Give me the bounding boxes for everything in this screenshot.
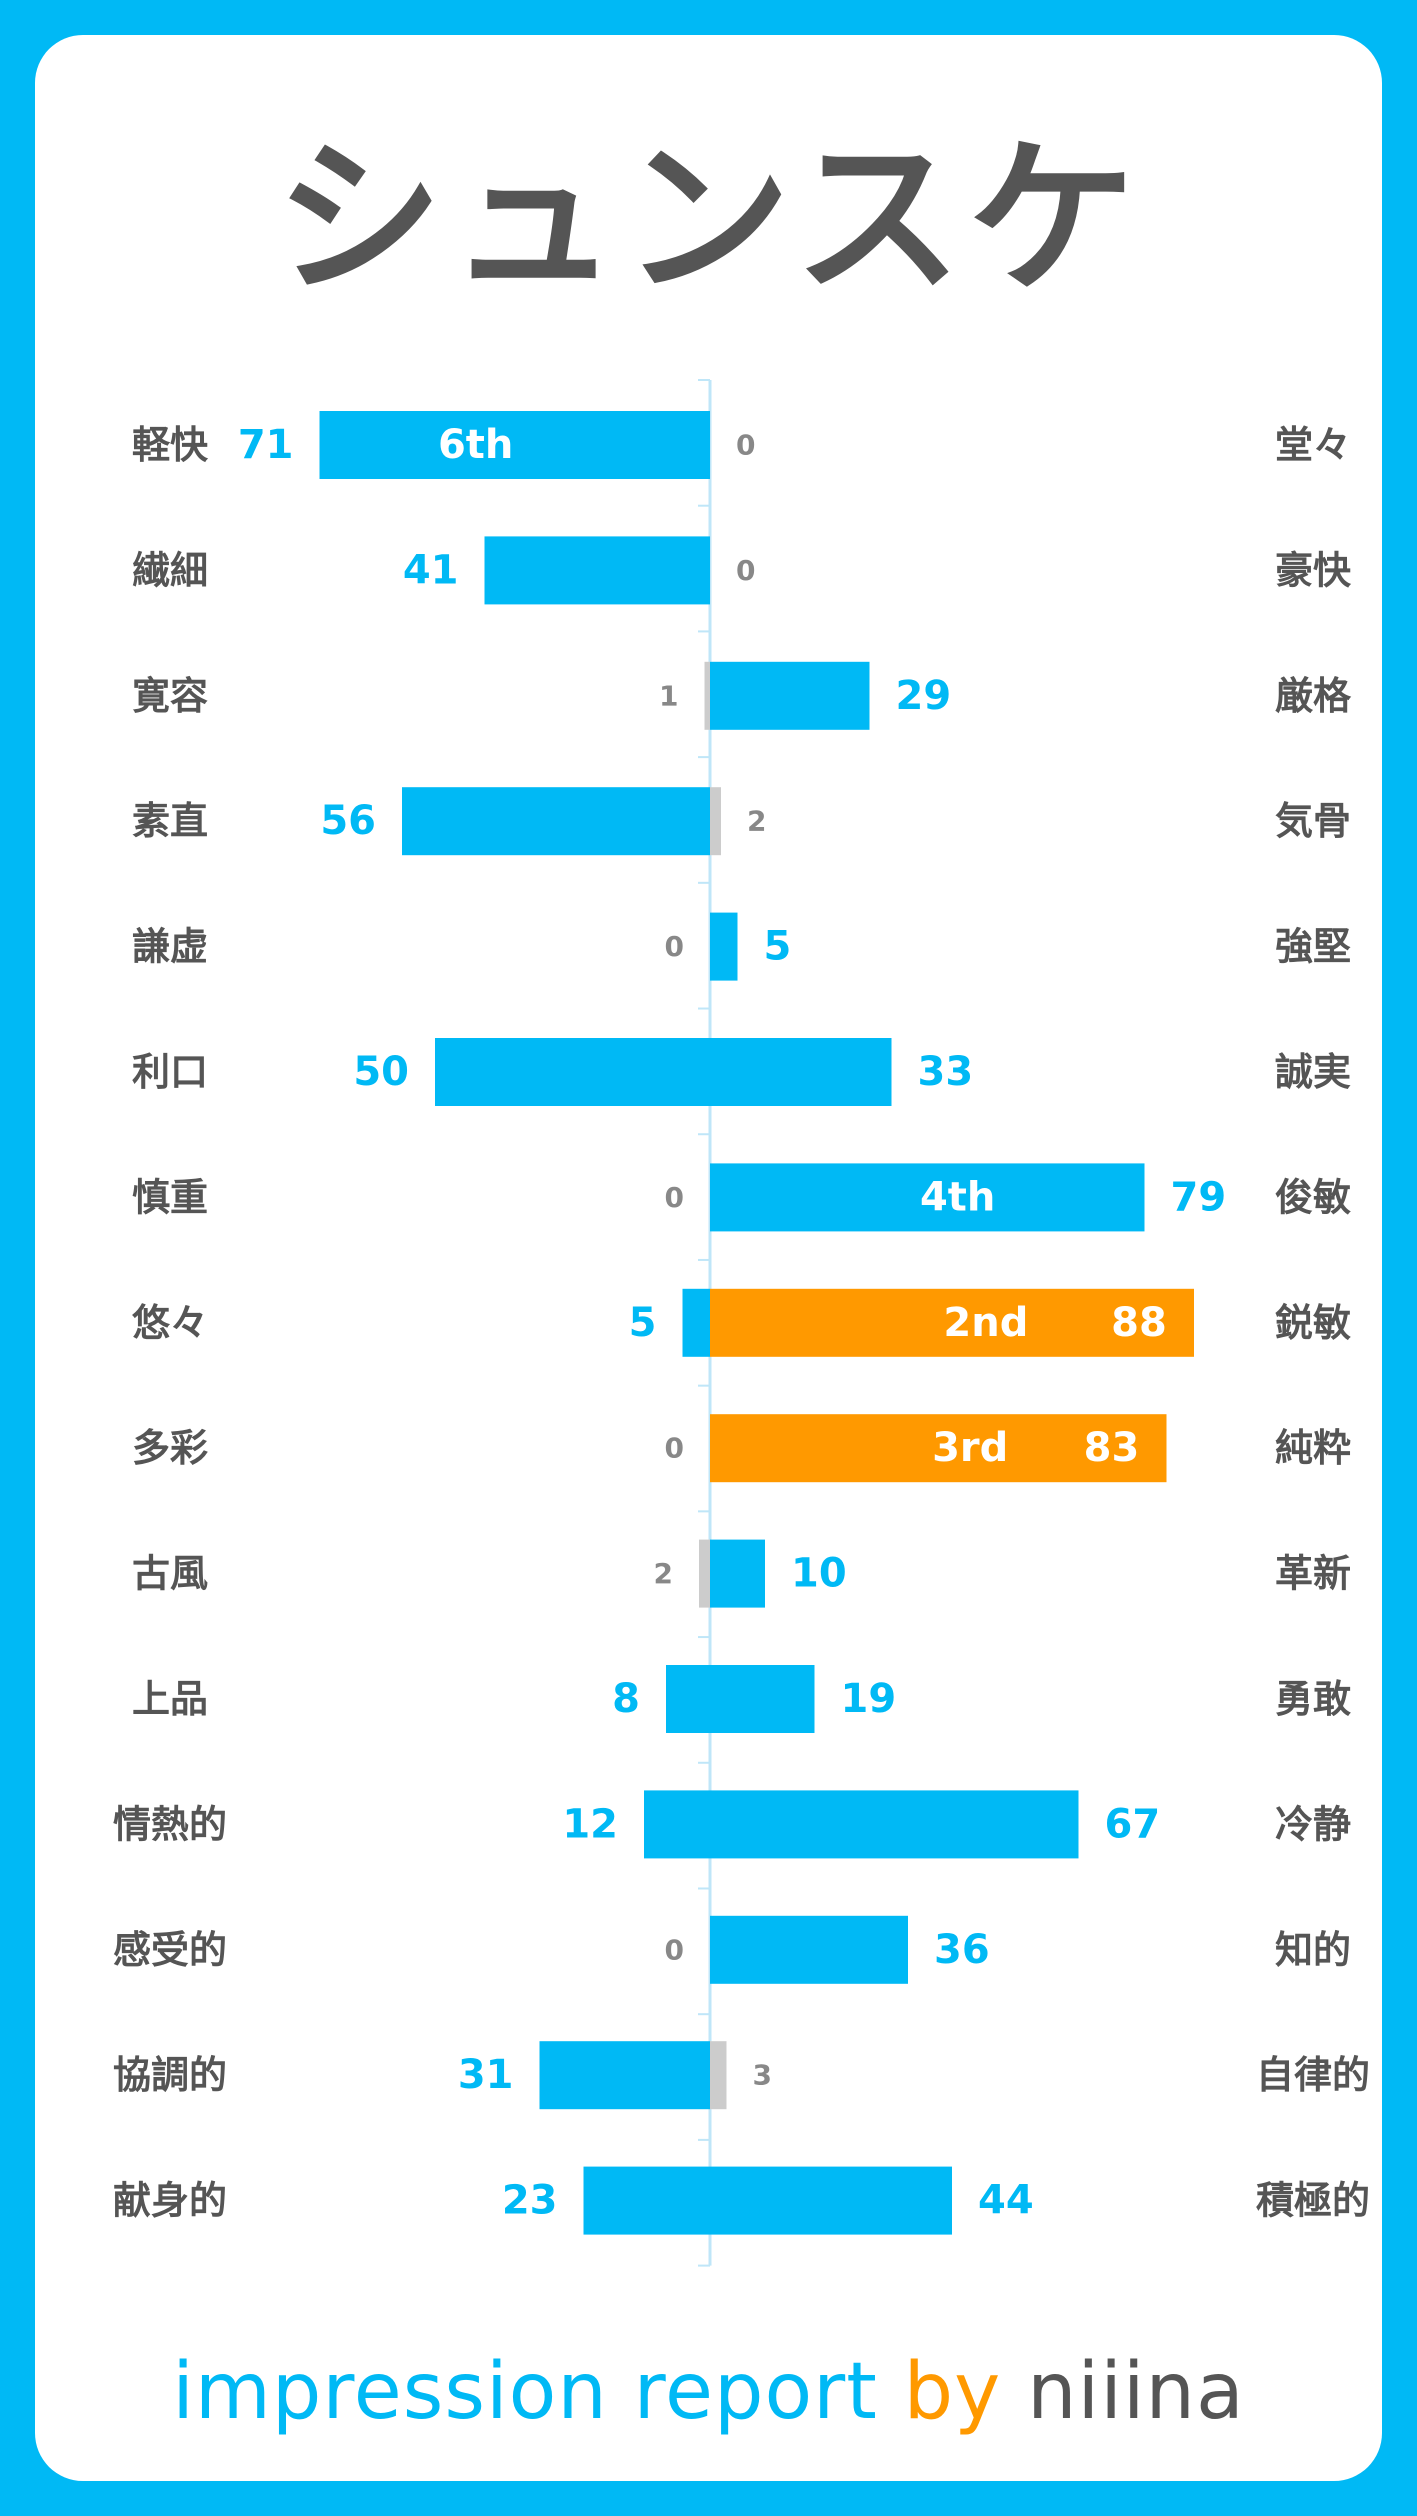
rank-label: 3rd bbox=[932, 1425, 1008, 1471]
bar-right bbox=[710, 1790, 1079, 1859]
category-label-left: 慎重 bbox=[132, 1175, 208, 1219]
footer-by: by bbox=[903, 2347, 1002, 2437]
category-label-left: 謙虚 bbox=[132, 925, 208, 969]
value-label-right: 36 bbox=[934, 1927, 990, 1973]
report-card: シュンスケ 軽快 堂々 71 0 6th 繊細 豪快 41 0 寛容 厳格 1 29 素直 気骨 56 2 謙虚 強… bbox=[35, 35, 1382, 2481]
bar-right bbox=[710, 1915, 908, 1984]
bar-left bbox=[435, 1038, 710, 1106]
value-label-left: 0 bbox=[665, 930, 684, 963]
rank-label: 6th bbox=[438, 422, 513, 468]
bar-right bbox=[710, 1038, 892, 1106]
category-label-right: 強堅 bbox=[1275, 925, 1351, 969]
diverging-bar-chart: 軽快 堂々 71 0 6th 繊細 豪快 41 0 寛容 厳格 1 29 素直 気骨 56 2 謙虚 強堅 0 5 利口 誠… bbox=[113, 379, 1370, 2267]
category-label-right: 知的 bbox=[1275, 1928, 1351, 1972]
bar-left bbox=[402, 787, 710, 856]
bar-right bbox=[710, 2041, 727, 2110]
category-label-left: 悠々 bbox=[132, 1301, 208, 1345]
rank-label: 4th bbox=[920, 1174, 995, 1220]
value-label-left: 0 bbox=[665, 1933, 684, 1966]
bar-left bbox=[704, 661, 710, 730]
bar-left bbox=[666, 1665, 710, 1733]
value-label-left: 8 bbox=[612, 1676, 640, 1722]
category-label-right: 気骨 bbox=[1275, 799, 1351, 843]
category-label-right: 堂々 bbox=[1275, 423, 1351, 467]
value-label-right: 5 bbox=[764, 924, 792, 970]
category-label-left: 素直 bbox=[132, 799, 208, 843]
value-label-right: 79 bbox=[1171, 1174, 1227, 1220]
category-label-right: 俊敏 bbox=[1275, 1175, 1351, 1219]
category-label-right: 積極的 bbox=[1256, 2179, 1370, 2223]
value-label-right: 67 bbox=[1105, 1801, 1161, 1847]
value-label-left: 56 bbox=[320, 798, 376, 844]
footer-niiina: niiina bbox=[1027, 2347, 1245, 2437]
bar-left bbox=[539, 2041, 710, 2110]
bar-right bbox=[710, 661, 870, 730]
footer-branding: impression report by niiina bbox=[35, 2353, 1382, 2431]
category-label-left: 多彩 bbox=[132, 1426, 208, 1470]
category-label-right: 豪快 bbox=[1275, 548, 1352, 592]
category-label-right: 厳格 bbox=[1275, 674, 1352, 718]
bar-right bbox=[710, 787, 721, 856]
category-label-left: 感受的 bbox=[113, 1928, 227, 1972]
value-label-left: 0 bbox=[665, 1432, 684, 1465]
category-label-left: 情熱的 bbox=[113, 1802, 227, 1846]
bar-right bbox=[710, 2166, 952, 2235]
value-label-left: 2 bbox=[654, 1557, 673, 1590]
bar-right bbox=[710, 1665, 815, 1733]
bar-left bbox=[484, 536, 710, 605]
category-label-left: 寛容 bbox=[132, 674, 208, 718]
value-label-right: 0 bbox=[736, 554, 755, 587]
value-label-left: 1 bbox=[659, 679, 678, 712]
category-label-right: 革新 bbox=[1275, 1552, 1351, 1596]
bar-left bbox=[699, 1539, 710, 1608]
category-label-left: 献身的 bbox=[113, 2179, 227, 2223]
bar-right bbox=[710, 1539, 765, 1608]
value-label-left: 0 bbox=[665, 1181, 684, 1214]
category-label-left: 軽快 bbox=[132, 423, 209, 467]
value-label-right: 2 bbox=[747, 805, 766, 838]
category-label-right: 勇敢 bbox=[1275, 1677, 1351, 1721]
bar-left bbox=[583, 2166, 710, 2235]
bar-right bbox=[710, 912, 738, 981]
value-label-right: 3 bbox=[753, 2059, 772, 2092]
value-label-right: 19 bbox=[841, 1676, 897, 1722]
value-label-right: 29 bbox=[896, 673, 952, 719]
bar-left bbox=[319, 411, 710, 479]
value-label-right: 10 bbox=[791, 1551, 847, 1597]
value-label-left: 12 bbox=[562, 1801, 618, 1847]
footer-impression-report: impression report bbox=[172, 2347, 878, 2437]
category-label-left: 繊細 bbox=[132, 548, 208, 592]
category-label-left: 上品 bbox=[132, 1677, 208, 1721]
category-label-right: 純粋 bbox=[1275, 1426, 1351, 1470]
value-label-left: 50 bbox=[353, 1049, 409, 1095]
category-label-left: 協調的 bbox=[113, 2053, 227, 2097]
value-label-left: 23 bbox=[502, 2178, 558, 2224]
value-label-left: 41 bbox=[403, 547, 459, 593]
value-label-right: 0 bbox=[736, 429, 755, 462]
value-label-right: 33 bbox=[918, 1049, 974, 1095]
category-label-right: 鋭敏 bbox=[1275, 1301, 1351, 1345]
bar-left bbox=[644, 1790, 710, 1859]
value-label-right: 44 bbox=[978, 2178, 1034, 2224]
category-label-right: 冷静 bbox=[1275, 1802, 1351, 1846]
category-label-right: 自律的 bbox=[1256, 2053, 1370, 2097]
value-label-right: 83 bbox=[1084, 1425, 1140, 1471]
bar-right bbox=[710, 1163, 1145, 1232]
category-label-left: 古風 bbox=[132, 1552, 208, 1596]
value-label-right: 88 bbox=[1111, 1300, 1167, 1346]
rank-label: 2nd bbox=[943, 1300, 1028, 1346]
value-label-left: 71 bbox=[238, 422, 294, 468]
category-label-left: 利口 bbox=[132, 1050, 208, 1094]
category-label-right: 誠実 bbox=[1275, 1050, 1351, 1094]
value-label-left: 5 bbox=[629, 1300, 657, 1346]
bar-left bbox=[682, 1288, 710, 1357]
bar-right bbox=[710, 1288, 1194, 1357]
bar-right bbox=[710, 1414, 1167, 1483]
value-label-left: 31 bbox=[458, 2052, 514, 2098]
page-title: シュンスケ bbox=[275, 121, 1142, 317]
